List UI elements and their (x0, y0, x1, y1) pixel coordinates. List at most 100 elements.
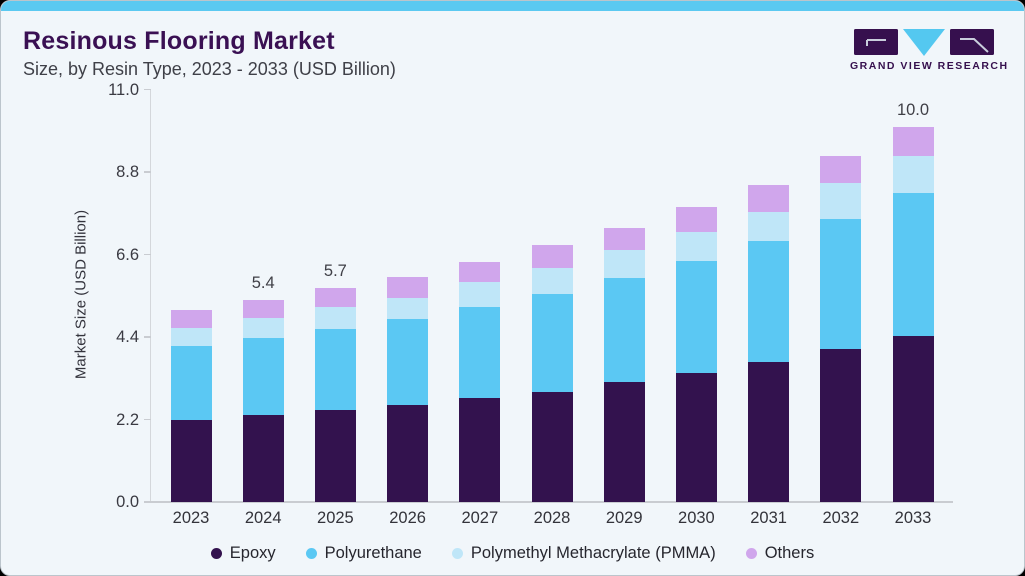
legend-item-polyurethane: Polyurethane (305, 544, 422, 563)
bar-2024-polymethyl-methacrylate-pmma (242, 317, 284, 338)
chart-legend: Epoxy Polyurethane Polymethyl Methacrylate… (1, 544, 1024, 563)
bar-2025 (314, 288, 356, 502)
legend-dot-icon (305, 548, 317, 559)
bar-2032-polyurethane (820, 218, 862, 350)
legend-dot-icon (745, 548, 757, 559)
y-tick-label: 4.4 (116, 328, 139, 346)
legend-dot-icon (451, 548, 463, 559)
bar-2031-others (748, 184, 790, 212)
bar-2026-polyurethane (387, 319, 429, 405)
bar-2029 (603, 227, 645, 502)
bar-2028-others (531, 245, 573, 268)
y-tick-label: 8.8 (116, 163, 139, 181)
bar-value-label-2024: 5.4 (251, 273, 275, 292)
bar-2027 (459, 261, 501, 502)
bar-2030 (675, 206, 717, 502)
bar-2033 (892, 127, 934, 502)
bar-2031-polyurethane (748, 241, 790, 363)
bar-2023-epoxy (170, 419, 212, 502)
x-tick-label-2025: 2025 (317, 509, 354, 527)
bar-2029-polymethyl-methacrylate-pmma (603, 250, 645, 279)
bar-2032-epoxy (820, 349, 862, 502)
y-axis-line (149, 89, 151, 502)
bar-2032 (820, 155, 862, 502)
legend-item-polymethyl-methacrylate-pmma: Polymethyl Methacrylate (PMMA) (451, 544, 716, 563)
bar-2030-others (675, 206, 717, 232)
y-tick-mark (144, 501, 151, 503)
bar-2032-others (820, 155, 862, 184)
bar-2023 (170, 310, 212, 502)
bar-2025-polymethyl-methacrylate-pmma (314, 306, 356, 329)
bar-2024-polyurethane (242, 337, 284, 415)
grand-view-research-logo: GRAND VIEW RESEARCH (850, 26, 1009, 72)
bar-2026-epoxy (387, 404, 429, 502)
y-tick-label: 0.0 (116, 493, 139, 511)
y-tick-mark (144, 171, 151, 173)
page-title: Resinous Flooring Market (23, 27, 335, 55)
bar-value-label-2025: 5.7 (323, 262, 347, 281)
bar-2024 (242, 299, 284, 502)
x-tick-label-2024: 2024 (244, 509, 282, 527)
y-tick-label: 11.0 (108, 80, 139, 99)
legend-dot-icon (210, 548, 222, 559)
bar-2025-others (314, 288, 356, 307)
y-tick-mark (144, 253, 151, 256)
legend-label: Others (764, 544, 815, 562)
x-tick-label-2030: 2030 (678, 509, 715, 527)
legend-item-others: Others (745, 544, 815, 563)
x-tick-label-2023: 2023 (172, 509, 210, 527)
bar-2029-epoxy (603, 382, 645, 502)
logo-wordmark: GRAND VIEW RESEARCH (850, 60, 1009, 72)
x-tick-label-2026: 2026 (389, 509, 426, 527)
bar-2028-polymethyl-methacrylate-pmma (531, 267, 573, 294)
x-tick-label-2029: 2029 (605, 509, 643, 527)
page-subtitle: Size, by Resin Type, 2023 - 2033 (USD Bi… (23, 59, 396, 79)
bar-2023-others (170, 310, 212, 328)
y-tick-label: 2.2 (116, 410, 139, 429)
bar-2027-epoxy (459, 397, 501, 502)
legend-item-epoxy: Epoxy (210, 544, 276, 563)
x-tick-label-2031: 2031 (750, 509, 787, 527)
bar-2026 (387, 277, 429, 502)
bar-2024-epoxy (242, 415, 284, 502)
gvr-logo-icon (854, 29, 994, 56)
bar-2033-polyurethane (892, 193, 934, 336)
bar-2024-others (242, 299, 284, 318)
y-tick-label: 6.6 (116, 245, 139, 264)
bar-2026-polymethyl-methacrylate-pmma (387, 297, 429, 320)
bar-2027-polymethyl-methacrylate-pmma (459, 281, 501, 307)
bar-2023-polymethyl-methacrylate-pmma (170, 327, 212, 347)
bar-2033-polymethyl-methacrylate-pmma (892, 155, 934, 194)
bar-2025-epoxy (314, 410, 356, 502)
x-tick-label-2027: 2027 (461, 509, 499, 527)
x-tick-label-2032: 2032 (822, 509, 860, 527)
bar-2030-epoxy (675, 372, 717, 502)
bar-2031-epoxy (748, 362, 790, 502)
bar-2027-polyurethane (459, 306, 501, 398)
bar-2028-epoxy (531, 391, 573, 502)
legend-label: Epoxy (229, 544, 276, 562)
bar-2031 (748, 184, 790, 502)
y-tick-mark (144, 336, 151, 338)
x-tick-label-2033: 2033 (894, 509, 932, 527)
bar-2030-polymethyl-methacrylate-pmma (675, 231, 717, 261)
bar-2026-others (387, 277, 429, 298)
legend-label: Polymethyl Methacrylate (PMMA) (470, 544, 716, 562)
bar-2028 (531, 245, 573, 502)
bar-2031-polymethyl-methacrylate-pmma (748, 211, 790, 241)
top-accent-bar (1, 1, 1024, 11)
bar-2025-polyurethane (314, 328, 356, 411)
bar-2027-others (459, 261, 501, 282)
bar-2023-polyurethane (170, 346, 212, 420)
bar-2032-polymethyl-methacrylate-pmma (820, 183, 862, 219)
y-tick-mark (144, 418, 151, 421)
bar-value-label-2033: 10.0 (896, 101, 930, 119)
bar-2028-polyurethane (531, 293, 573, 392)
bar-2033-others (892, 127, 934, 156)
x-tick-label-2028: 2028 (533, 509, 571, 527)
legend-label: Polyurethane (324, 544, 422, 562)
bar-2029-others (603, 227, 645, 250)
y-tick-mark (144, 88, 151, 91)
